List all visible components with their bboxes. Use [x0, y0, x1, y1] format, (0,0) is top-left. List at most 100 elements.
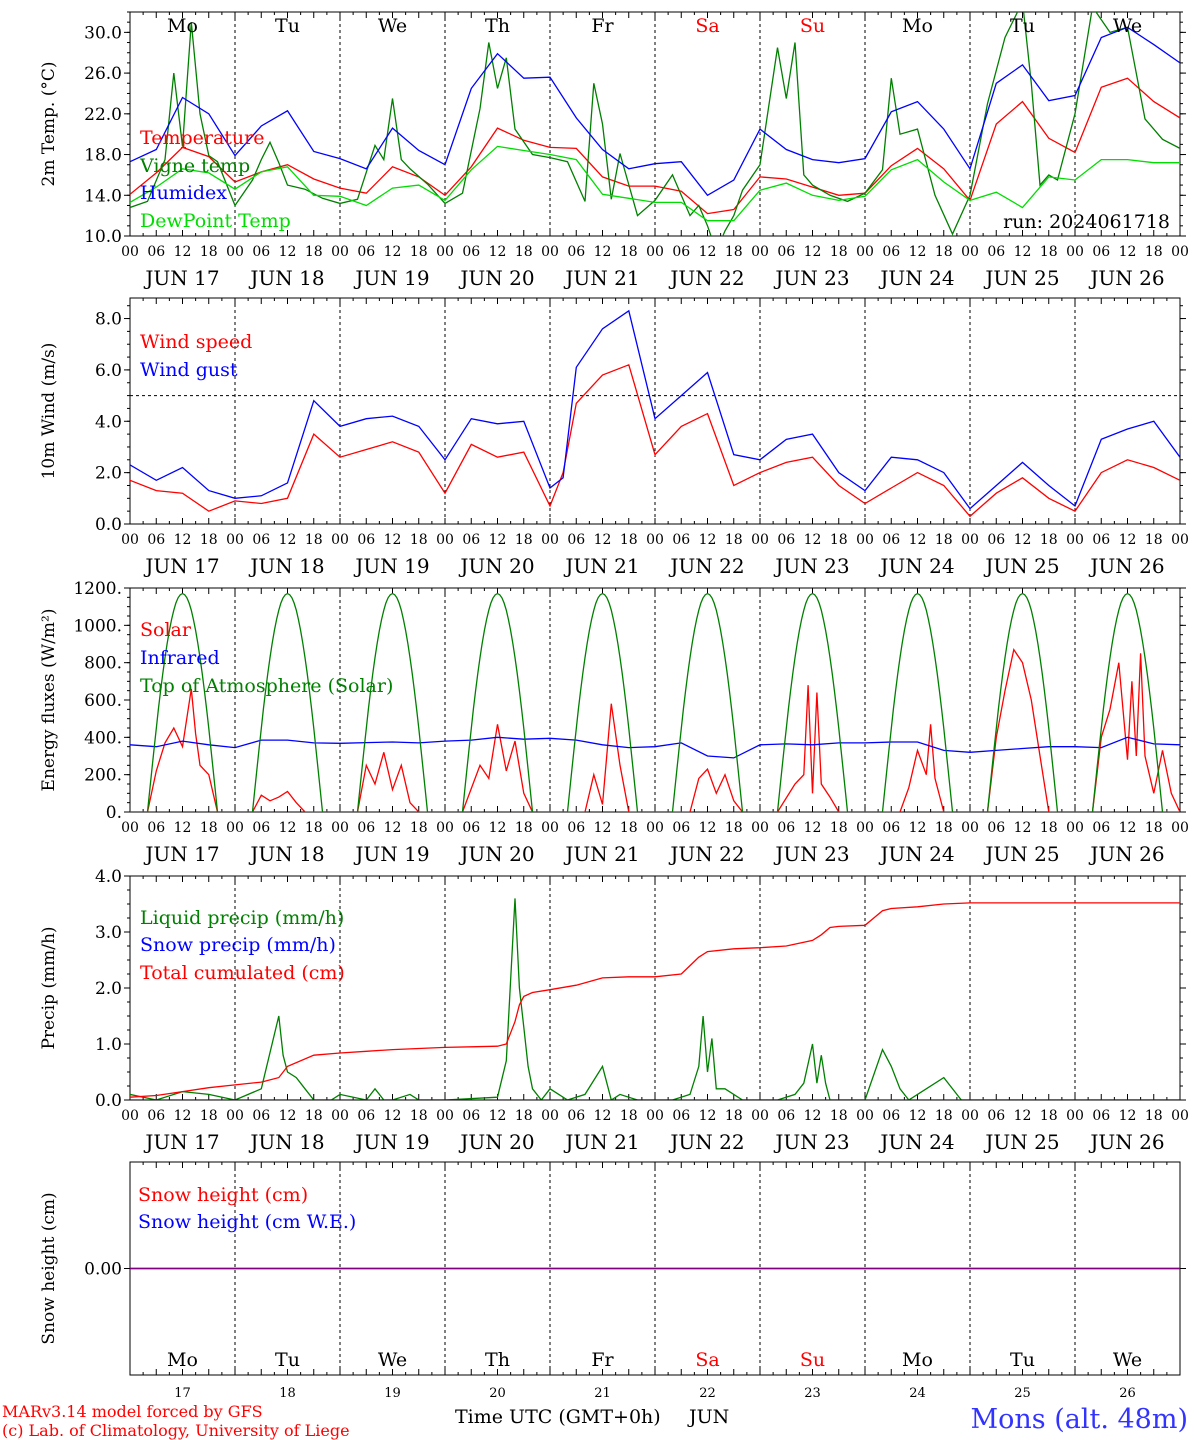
series-line-total-cumulated-cm-	[130, 902, 1180, 1098]
x-date-label: JUN 18	[248, 554, 324, 578]
x-hour-label: 06	[987, 532, 1005, 548]
weekday-label: Fr	[591, 1349, 614, 1371]
series-line-liquid-precip-mm-h-	[130, 898, 1180, 1100]
day-number-label: 23	[804, 1386, 821, 1401]
x-hour-label: 00	[1066, 820, 1084, 836]
x-hour-label: 12	[384, 532, 402, 548]
x-hour-label: 06	[567, 1108, 585, 1124]
x-hour-label: 00	[646, 532, 664, 548]
x-hour-label: 18	[410, 532, 428, 548]
legend-entry: Infrared	[140, 647, 220, 669]
x-hour-label: 18	[515, 532, 533, 548]
x-hour-label: 18	[830, 1108, 848, 1124]
x-hour-label: 12	[909, 1108, 927, 1124]
weekday-label: Mo	[902, 1349, 933, 1371]
x-hour-label: 00	[541, 820, 559, 836]
x-hour-label: 18	[830, 532, 848, 548]
x-hour-label: 06	[777, 244, 795, 260]
weekday-label: Tu	[275, 15, 300, 37]
x-hour-label: 06	[987, 820, 1005, 836]
x-hour-label: 12	[594, 244, 612, 260]
x-hour-label: 12	[1014, 820, 1032, 836]
x-hour-label: 00	[226, 1108, 244, 1124]
x-hour-label: 06	[252, 820, 270, 836]
x-hour-label: 00	[751, 532, 769, 548]
x-date-label: JUN 23	[773, 266, 849, 290]
x-date-label: JUN 25	[983, 842, 1059, 866]
x-date-label: JUN 23	[773, 554, 849, 578]
x-hour-label: 12	[909, 532, 927, 548]
series-line-wind-gust	[130, 309, 1180, 510]
x-hour-label: 00	[751, 1108, 769, 1124]
day-number-label: 24	[909, 1386, 926, 1401]
x-hour-label: 06	[357, 820, 375, 836]
x-hour-label: 12	[384, 820, 402, 836]
x-hour-label: 12	[594, 1108, 612, 1124]
x-hour-label: 12	[384, 244, 402, 260]
weekday-label: Mo	[167, 15, 198, 37]
x-hour-label: 00	[1171, 820, 1189, 836]
x-hour-label: 06	[777, 532, 795, 548]
x-date-label: JUN 20	[458, 1130, 534, 1154]
panel-snow: 0.00 Snow height (cm) Snow height (cm) Snow…	[39, 1161, 1186, 1401]
x-hour-label: 18	[1040, 820, 1058, 836]
x-date-label: JUN 21	[563, 554, 639, 578]
y-axis-label: Snow height (cm)	[39, 1192, 59, 1344]
x-hour-label: 06	[357, 532, 375, 548]
y-tick-label: 14.0	[84, 186, 122, 206]
x-hour-label: 06	[462, 244, 480, 260]
x-hour-label: 12	[699, 1108, 717, 1124]
x-hour-label: 00	[436, 820, 454, 836]
y-axis-label: 10m Wind (m/s)	[39, 343, 59, 480]
x-date-label: JUN 17	[143, 554, 219, 578]
x-date-label: JUN 18	[248, 1130, 324, 1154]
x-date-label: JUN 18	[248, 266, 324, 290]
day-number-label: 22	[699, 1386, 716, 1401]
x-hour-label: 12	[174, 820, 192, 836]
x-hour-label: 00	[1066, 244, 1084, 260]
series-line-top-of-atmosphere-solar-	[130, 592, 1180, 812]
x-date-label: JUN 21	[563, 842, 639, 866]
series-line-dewpoint-temp	[130, 145, 1180, 222]
legend-entry: Temperature	[140, 127, 264, 149]
x-hour-label: 00	[1066, 1108, 1084, 1124]
x-hour-label: 00	[226, 820, 244, 836]
x-date-label: JUN 26	[1088, 1130, 1164, 1154]
x-hour-label: 12	[174, 244, 192, 260]
y-tick-label: 1200.	[73, 579, 122, 599]
x-date-label: JUN 26	[1088, 554, 1164, 578]
panel-wind: 0.0 2.0 4.0 6.0 8.0 10m Wind (m/s) Wind speed W…	[39, 297, 1189, 578]
x-hour-label: 18	[410, 820, 428, 836]
y-axis-label: Precip (mm/h)	[39, 926, 59, 1049]
x-hour-label: 00	[961, 244, 979, 260]
x-hour-label: 06	[1092, 820, 1110, 836]
x-hour-label: 12	[594, 532, 612, 548]
x-hour-label: 00	[961, 532, 979, 548]
x-hour-label: 00	[541, 532, 559, 548]
x-date-label: JUN 22	[668, 1130, 744, 1154]
x-hour-label: 12	[384, 1108, 402, 1124]
x-hour-label: 12	[279, 244, 297, 260]
x-hour-label: 18	[515, 1108, 533, 1124]
legend-entry: Total cumulated (cm)	[140, 962, 345, 984]
x-hour-label: 18	[515, 244, 533, 260]
x-hour-label: 18	[1040, 1108, 1058, 1124]
x-hour-label: 00	[751, 244, 769, 260]
panel-precip: 0.0 1.0 2.0 3.0 4.0 Precip (mm/h) Liquid preci…	[39, 867, 1189, 1154]
y-tick-label: 4.0	[95, 412, 122, 432]
x-hour-label: 00	[646, 244, 664, 260]
x-date-label: JUN 25	[983, 266, 1059, 290]
x-hour-label: 00	[1066, 532, 1084, 548]
x-hour-label: 06	[672, 1108, 690, 1124]
x-hour-label: 18	[725, 820, 743, 836]
x-hour-label: 06	[147, 244, 165, 260]
x-hour-label: 12	[489, 1108, 507, 1124]
x-hour-label: 18	[200, 820, 218, 836]
y-tick-label: 400.	[84, 728, 122, 748]
series-line-wind-speed	[130, 363, 1180, 518]
x-hour-label: 06	[462, 820, 480, 836]
x-hour-label: 18	[200, 532, 218, 548]
x-hour-label: 12	[804, 532, 822, 548]
x-hour-label: 00	[1171, 1108, 1189, 1124]
x-hour-label: 12	[489, 532, 507, 548]
